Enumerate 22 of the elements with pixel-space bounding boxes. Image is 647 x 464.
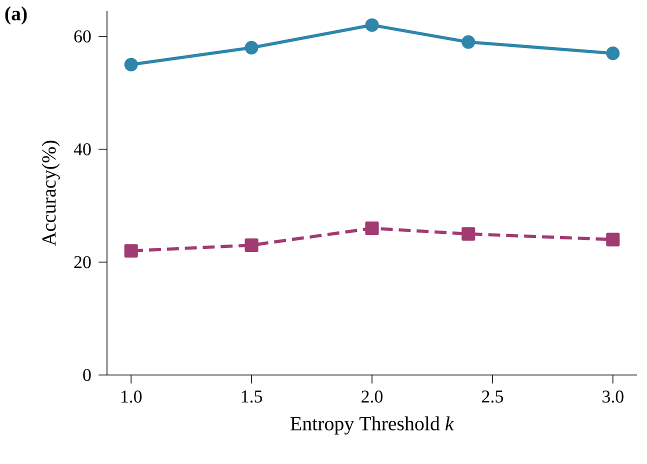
point <box>462 35 476 49</box>
y-tick-label: 0 <box>83 368 91 382</box>
point <box>462 227 476 241</box>
point <box>606 46 620 60</box>
point <box>124 58 138 72</box>
y-tick-label: 40 <box>74 143 91 156</box>
y-axis-title: Accuracy(%) <box>42 140 60 246</box>
point <box>244 40 258 54</box>
point <box>365 18 379 32</box>
chart-title: (a) <box>5 6 27 24</box>
x-tick-label: 3.0 <box>602 390 624 403</box>
point <box>606 232 620 246</box>
x-tick-label: 2.0 <box>362 390 383 403</box>
x-tick-label: 1.5 <box>242 390 262 403</box>
x-tick-label: 1.0 <box>121 390 142 403</box>
x-tick-label: 2.5 <box>482 390 503 403</box>
y-tick-label: 20 <box>74 256 91 268</box>
y-tick-label: 60 <box>74 30 91 42</box>
point <box>244 238 258 252</box>
point <box>124 244 138 258</box>
x-axis-title: Entropy Threshold k <box>290 416 454 435</box>
point <box>365 221 379 236</box>
